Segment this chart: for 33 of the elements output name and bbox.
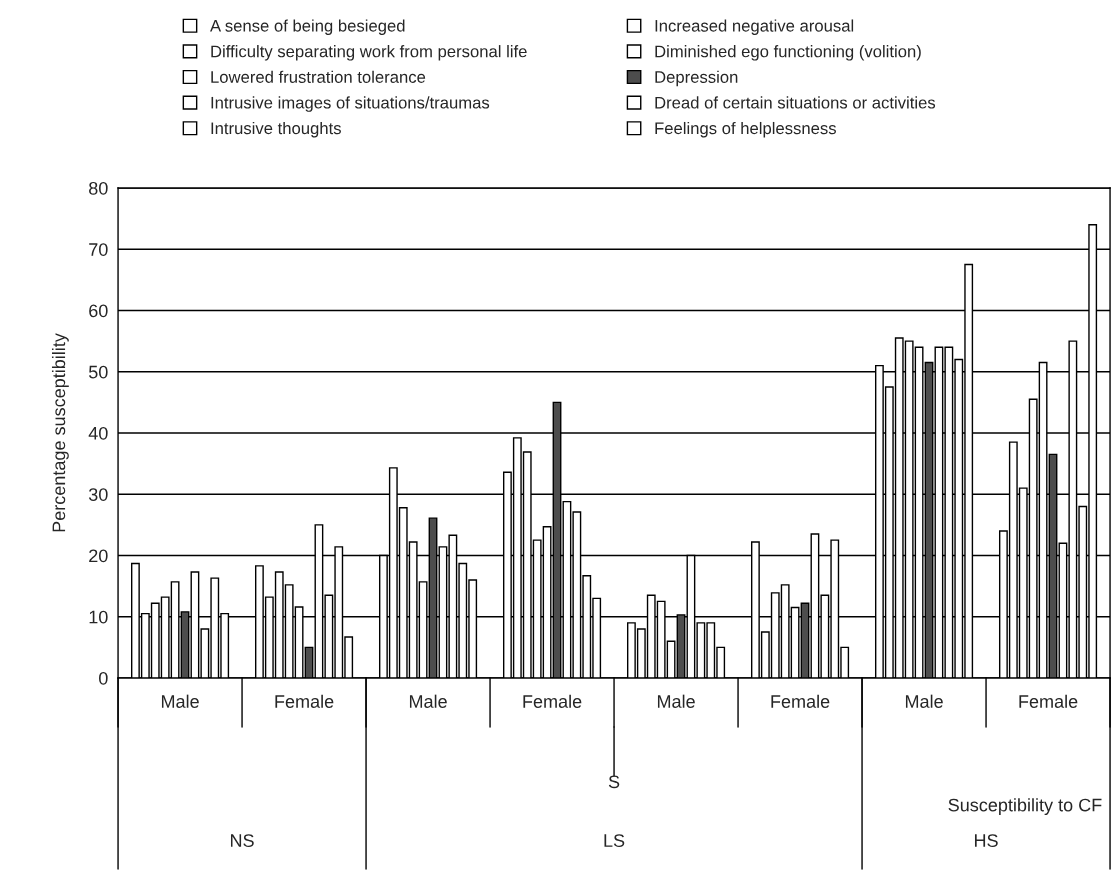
legend-label: Intrusive thoughts <box>211 121 341 138</box>
x-tick-label: Male <box>409 694 447 708</box>
y-tick-label: 40 <box>88 426 108 440</box>
x-tick-label: Male <box>657 694 695 708</box>
legend-label: Diminished ego functioning (volition) <box>655 45 921 61</box>
y-tick-label: 60 <box>89 304 108 318</box>
y-tick-label: 10 <box>89 610 108 624</box>
legend-label: Lowered frustration tolerance <box>211 70 426 83</box>
legend-label: Intrusive images of situations/traumas <box>211 96 490 112</box>
x-tick-label: Female <box>523 694 582 708</box>
text: S <box>608 775 620 789</box>
x-axis-title: Susceptibility to CF <box>948 798 1102 816</box>
x-tick-label: Female <box>1019 694 1078 708</box>
legend-label: Dread of certain situations or activities <box>655 96 936 109</box>
x-tick-label: Male <box>905 694 943 708</box>
y-tick-label: 70 <box>89 243 108 256</box>
text: HS <box>974 834 998 847</box>
y-tick-label: 30 <box>88 488 108 501</box>
x-tick-label: Female <box>275 694 334 708</box>
legend-label: Increased negative arousal <box>655 19 854 35</box>
y-tick-label: 80 <box>89 181 108 195</box>
y-axis-title: Percentage susceptibility <box>51 333 69 532</box>
legend-label: A sense of being besieged <box>210 19 405 35</box>
legend-label: Feelings of helplessness <box>655 121 836 138</box>
x-tick-label: Female <box>771 694 830 708</box>
legend-label: Depression <box>655 70 738 87</box>
legend-label: Difficulty separating work from personal life <box>211 45 527 61</box>
y-tick-label: 50 <box>88 365 108 379</box>
text: LS <box>604 834 625 847</box>
y-tick-label: 20 <box>89 549 108 563</box>
x-tick-label: Male <box>161 694 199 708</box>
text: NS <box>230 834 254 847</box>
y-tick-label: 0 <box>99 671 108 685</box>
